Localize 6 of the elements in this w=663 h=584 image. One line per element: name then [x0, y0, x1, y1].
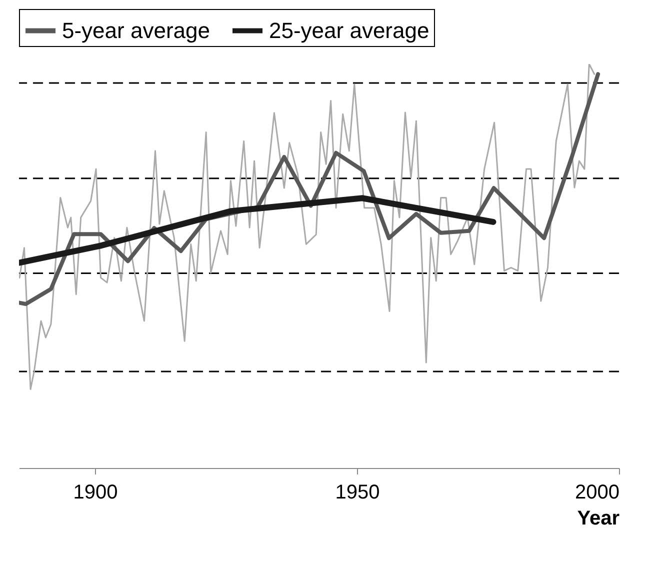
- x-tick-label: 2000: [575, 482, 620, 504]
- x-tick-label: 1950: [335, 482, 380, 504]
- legend-label: 5-year average: [62, 18, 210, 43]
- legend-label: 25-year average: [269, 18, 430, 43]
- x-axis-title: Year: [577, 508, 620, 530]
- x-tick-label: 1900: [73, 482, 118, 504]
